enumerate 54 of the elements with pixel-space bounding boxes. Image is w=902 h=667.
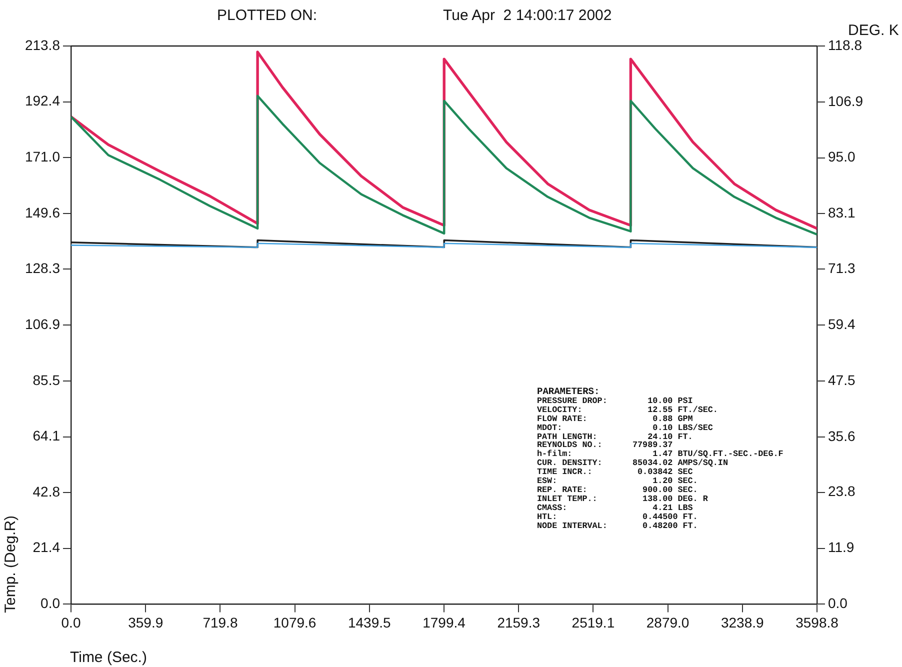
annotation: FLOW RATE: 0.88 GPM <box>537 414 693 424</box>
chart-subtitle: Tue Apr 2 14:00:17 2002 <box>443 7 612 24</box>
y-tick-label: 21.4 <box>32 539 60 556</box>
y2-tick-label: 95.0 <box>828 148 856 165</box>
y-tick-label: 192.4 <box>24 92 60 109</box>
y2-tick-label: 118.8 <box>828 36 862 53</box>
y-tick-label: 128.3 <box>24 260 60 276</box>
x-tick-label: 2879.0 <box>646 614 690 630</box>
y2-tick-label: 106.9 <box>828 92 864 109</box>
x-tick-label: 0.0 <box>61 614 81 630</box>
y2-tick-label: 35.6 <box>828 428 856 444</box>
annotation: TIME INCR.: 0.03842 SEC <box>537 467 693 478</box>
annotation: REP. RATE: 900.00 SEC. <box>537 484 699 495</box>
y2-tick-label: 71.3 <box>828 260 856 276</box>
y-tick-label: 106.9 <box>24 316 60 332</box>
x-tick-label: 719.8 <box>202 614 238 630</box>
y-axis-title: Temp. (Deg.R) <box>2 515 19 613</box>
annotation: VELOCITY: 12.55 FT./SEC. <box>537 404 719 415</box>
annotation: PATH LENGTH: 24.10 FT. <box>537 432 694 442</box>
x-tick-label: 3598.8 <box>796 614 839 630</box>
chart-title: PLOTTED ON: <box>217 7 318 24</box>
annotation: HTL: 0.44500 FT. <box>537 512 699 522</box>
y2-tick-label: 11.9 <box>828 539 854 556</box>
y-tick-label: 171.0 <box>24 148 60 165</box>
y2-tick-label: 47.5 <box>828 372 856 388</box>
x-tick-label: 1799.4 <box>422 614 466 630</box>
annotation: h-film: 1.47 BTU/SQ.FT.-SEC.-DEG.F <box>537 449 784 460</box>
y2-tick-label: 0.0 <box>828 595 848 612</box>
x-tick-label: 2159.3 <box>497 614 540 630</box>
y2-tick-label: 83.1 <box>828 204 856 221</box>
x-tick-label: 3238.9 <box>720 614 764 630</box>
annotation: MDOT: 0.10 LBS/SEC <box>537 422 714 433</box>
annotation: INLET TEMP.: 138.00 DEG. R <box>537 494 709 504</box>
annotation: CMASS: 4.21 LBS <box>537 502 694 513</box>
y2-axis-title: DEG. K <box>848 22 899 39</box>
y-tick-label: 64.1 <box>32 428 60 444</box>
annotation: NODE INTERVAL: 0.48200 FT. <box>537 520 699 531</box>
y-tick-label: 0.0 <box>40 595 60 612</box>
annotation: CUR. DENSITY: 85034.02 AMPS/SQ.IN <box>537 458 729 468</box>
y2-tick-label: 59.4 <box>828 316 856 332</box>
annotation: ESW: 1.20 SEC. <box>537 476 699 486</box>
x-tick-label: 2519.1 <box>572 614 615 630</box>
annotation: PRESSURE DROP: 10.00 PSI <box>537 396 693 406</box>
x-tick-label: 1079.6 <box>273 614 316 630</box>
y-tick-label: 42.8 <box>32 483 60 500</box>
x-tick-label: 1439.5 <box>348 614 392 630</box>
annotation: REYNOLDS NO.: 77989.37 <box>537 440 674 450</box>
annotation: PARAMETERS: <box>537 386 601 397</box>
y-tick-label: 149.6 <box>24 204 60 220</box>
y2-tick-label: 23.8 <box>828 483 856 500</box>
x-axis-title: Time (Sec.) <box>70 649 147 666</box>
x-tick-label: 359.9 <box>128 614 164 630</box>
y-tick-label: 85.5 <box>32 372 60 388</box>
y-tick-label: 213.8 <box>24 36 60 53</box>
